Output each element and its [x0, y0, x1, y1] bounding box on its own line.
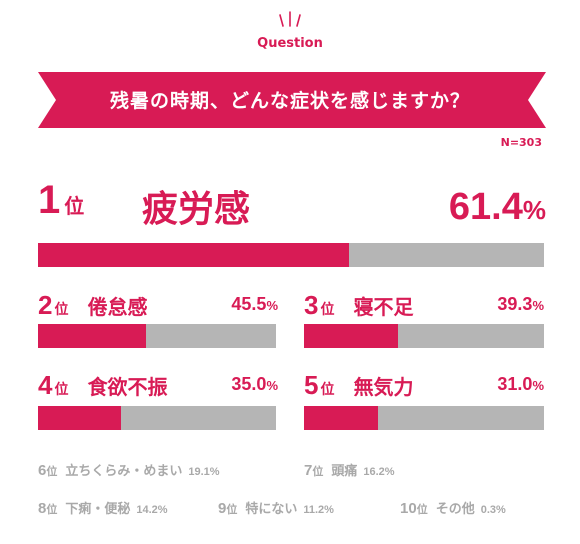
- rank-8-item: 8位 下痢・便秘 14.2%: [38, 498, 168, 517]
- rank-suffix: 位: [54, 382, 69, 398]
- bar: [304, 406, 379, 430]
- percent-value: 19.1: [188, 466, 210, 478]
- bar-track: [38, 406, 276, 430]
- percent-value: 14.2: [136, 504, 158, 516]
- percent-value: 61.4: [448, 186, 523, 228]
- rank-suffix: 位: [64, 194, 85, 218]
- rank-10-item: 10位 その他 0.3%: [400, 498, 506, 517]
- rank-number: 7: [304, 462, 313, 479]
- rank-suffix: 位: [226, 503, 238, 516]
- rank-7-item: 7位 頭痛 16.2%: [304, 460, 395, 479]
- rank-5-percent: 31.0%: [497, 374, 544, 395]
- rank-suffix: 位: [46, 503, 58, 516]
- sample-size-label: N=303: [500, 136, 542, 149]
- rank-number: 2: [38, 290, 53, 320]
- percent-sign: %: [157, 504, 168, 516]
- rank-3-percent: 39.3%: [497, 294, 544, 315]
- rank-6-item: 6位 立ちくらみ・めまい 19.1%: [38, 460, 220, 479]
- rank-suffix: 位: [54, 302, 69, 318]
- percent-sign: %: [532, 298, 544, 313]
- percent-value: 35.0: [231, 374, 267, 394]
- chart-title: 残暑の時期、どんな症状を感じますか？: [109, 90, 470, 112]
- rank-9-item: 9位 特にない 11.2%: [218, 498, 334, 517]
- percent-sign: %: [522, 195, 546, 225]
- item-label: 食欲不振: [87, 375, 168, 399]
- item-label: 下痢・便秘: [65, 502, 131, 517]
- item-label: 頭痛: [331, 464, 358, 479]
- bar: [304, 324, 399, 348]
- item-label: 立ちくらみ・めまい: [65, 464, 183, 479]
- rank-number: 8: [38, 500, 47, 517]
- bar-track: [38, 243, 544, 267]
- rank-suffix: 位: [46, 465, 58, 478]
- percent-sign: %: [209, 466, 220, 478]
- bar-track: [304, 324, 544, 348]
- percent-sign: %: [266, 298, 278, 313]
- rank-suffix: 位: [312, 465, 324, 478]
- percent-sign: %: [496, 504, 506, 516]
- rank-suffix: 位: [416, 503, 428, 516]
- percent-value: 16.2: [363, 466, 385, 478]
- rank-number: 1: [38, 178, 61, 222]
- item-label: 疲労感: [142, 189, 251, 230]
- bar: [38, 243, 349, 267]
- percent-sign: %: [266, 378, 278, 393]
- rank-number: 6: [38, 462, 47, 479]
- bar-track: [38, 324, 276, 348]
- percent-sign: %: [532, 378, 544, 393]
- ribbon-shape: [38, 72, 546, 128]
- rank-number: 4: [38, 370, 53, 400]
- percent-sign: %: [384, 466, 395, 478]
- percent-value: 39.3: [497, 294, 533, 314]
- item-label: 無気力: [353, 375, 414, 399]
- rank-4-percent: 35.0%: [231, 374, 278, 395]
- item-label: その他: [435, 502, 475, 517]
- title-ribbon: [38, 11, 546, 128]
- rank-suffix: 位: [320, 302, 335, 318]
- percent-sign: %: [324, 504, 334, 516]
- item-label: 寝不足: [353, 295, 414, 319]
- rank-number: 3: [304, 290, 319, 320]
- question-label: Question: [257, 36, 323, 51]
- rank-suffix: 位: [320, 382, 335, 398]
- bar: [38, 324, 147, 348]
- rank-number: 9: [218, 500, 227, 517]
- bar: [38, 406, 122, 430]
- rank-number: 10: [400, 500, 417, 517]
- bar-track: [304, 406, 544, 430]
- percent-value: 45.5: [231, 294, 267, 314]
- sparkle-icon: [279, 11, 301, 27]
- item-label: 特にない: [245, 502, 298, 517]
- percent-value: 0.3: [480, 504, 496, 516]
- percent-value: 11.2: [303, 504, 325, 516]
- rank-number: 5: [304, 370, 319, 400]
- rank-2-percent: 45.5%: [231, 294, 278, 315]
- rank-1-percent: 61.4%: [449, 186, 546, 229]
- item-label: 倦怠感: [87, 295, 148, 319]
- percent-value: 31.0: [497, 374, 533, 394]
